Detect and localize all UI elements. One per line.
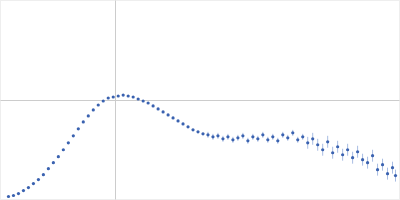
data-point — [266, 138, 269, 141]
data-point — [7, 195, 10, 198]
data-point — [336, 145, 339, 148]
data-point — [276, 139, 279, 142]
data-point — [291, 131, 294, 134]
data-point — [341, 153, 344, 156]
data-point — [376, 168, 379, 171]
data-point — [157, 107, 160, 110]
data-point — [72, 134, 75, 137]
data-point — [394, 174, 397, 177]
data-point — [391, 166, 394, 169]
data-point — [62, 148, 65, 151]
data-point — [87, 114, 90, 117]
data-point — [37, 178, 40, 181]
grid-line — [1, 100, 400, 101]
data-point — [117, 94, 120, 97]
data-point — [22, 189, 25, 192]
data-point — [296, 138, 299, 141]
data-point — [196, 130, 199, 133]
data-point — [236, 136, 239, 139]
data-point — [261, 133, 264, 136]
data-point — [17, 192, 20, 195]
plot-area — [7, 93, 397, 198]
data-point — [107, 96, 110, 99]
data-point — [152, 104, 155, 107]
data-point — [356, 150, 359, 153]
data-point — [221, 137, 224, 140]
data-point — [82, 120, 85, 123]
data-point — [12, 194, 15, 197]
data-point — [246, 139, 249, 142]
data-point — [191, 128, 194, 131]
data-point — [226, 135, 229, 138]
data-point — [386, 172, 389, 175]
data-point — [77, 127, 80, 130]
data-point — [321, 148, 324, 151]
data-point — [122, 93, 125, 96]
data-point — [271, 135, 274, 138]
data-point — [97, 103, 100, 106]
data-point — [27, 186, 30, 189]
data-point — [132, 95, 135, 98]
data-point — [137, 97, 140, 100]
data-point — [231, 138, 234, 141]
data-point — [166, 113, 169, 116]
data-point — [241, 134, 244, 137]
data-point — [256, 137, 259, 140]
data-point — [211, 135, 214, 138]
chart — [0, 0, 400, 200]
data-point — [47, 167, 50, 170]
data-point — [281, 133, 284, 136]
data-point — [216, 134, 219, 137]
data-point — [381, 163, 384, 166]
data-point — [57, 155, 60, 158]
data-point — [286, 136, 289, 139]
data-point — [42, 173, 45, 176]
data-point — [301, 135, 304, 138]
data-point — [346, 148, 349, 151]
data-point — [316, 143, 319, 146]
data-point — [92, 108, 95, 111]
data-point — [206, 133, 209, 136]
data-point — [306, 141, 309, 144]
data-point — [127, 94, 130, 97]
data-point — [366, 161, 369, 164]
data-point — [102, 99, 105, 102]
data-point — [331, 151, 334, 154]
data-point — [351, 156, 354, 159]
data-point — [161, 110, 164, 113]
data-point — [361, 158, 364, 161]
data-point — [67, 141, 70, 144]
data-point — [147, 101, 150, 104]
data-point — [251, 135, 254, 138]
data-point — [52, 161, 55, 164]
data-point — [176, 119, 179, 122]
data-point — [311, 137, 314, 140]
data-point — [142, 99, 145, 102]
data-point — [326, 140, 329, 143]
data-point — [371, 154, 374, 157]
data-point — [112, 95, 115, 98]
data-point — [201, 132, 204, 135]
data-point — [171, 116, 174, 119]
data-point — [181, 122, 184, 125]
data-point — [32, 182, 35, 185]
plot-frame — [1, 1, 400, 200]
data-point — [186, 125, 189, 128]
